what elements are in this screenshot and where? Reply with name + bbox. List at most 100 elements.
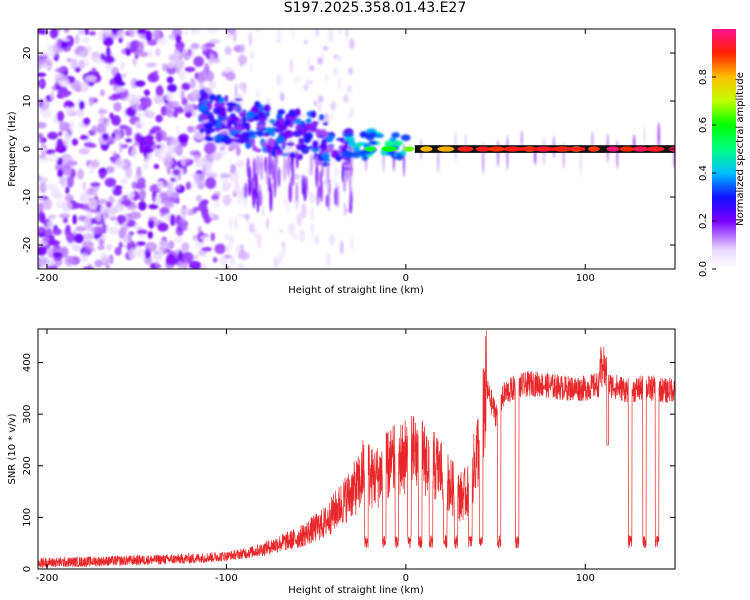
noise-blob bbox=[164, 201, 175, 209]
noise-blob bbox=[305, 77, 309, 92]
noise-blob bbox=[121, 223, 129, 232]
noise-blob bbox=[66, 57, 72, 63]
noise-blob bbox=[105, 62, 114, 71]
noise-blob bbox=[339, 240, 344, 255]
noise-blob bbox=[166, 83, 178, 93]
noise-blob bbox=[236, 159, 245, 168]
tone-blob bbox=[395, 153, 404, 161]
signal-streak bbox=[314, 155, 318, 168]
noise-blob bbox=[78, 59, 86, 69]
y-tick-label: 10 bbox=[22, 95, 33, 108]
noise-blob bbox=[280, 171, 283, 180]
noise-blob bbox=[211, 194, 220, 201]
signal-blob bbox=[327, 143, 334, 153]
noise-blob bbox=[279, 93, 285, 102]
noise-blob bbox=[49, 240, 60, 246]
noise-blob bbox=[120, 177, 128, 185]
tone-line-segment bbox=[475, 146, 491, 152]
noise-blob bbox=[230, 174, 233, 182]
y-tick-label: -10 bbox=[22, 189, 33, 205]
signal-streak bbox=[349, 191, 353, 206]
noise-blob bbox=[94, 259, 103, 268]
noise-blob bbox=[193, 174, 206, 186]
noise-blob bbox=[184, 66, 196, 73]
noise-blob bbox=[198, 84, 205, 90]
noise-blob bbox=[317, 94, 324, 103]
noise-blob bbox=[49, 153, 59, 163]
noise-blob bbox=[65, 186, 70, 195]
noise-blob bbox=[106, 46, 111, 58]
noise-blob bbox=[41, 212, 46, 225]
signal-streak bbox=[265, 163, 269, 185]
signal-blob bbox=[315, 128, 322, 138]
noise-blob bbox=[225, 71, 236, 81]
noise-blob bbox=[42, 236, 50, 243]
noise-blob bbox=[306, 190, 313, 196]
noise-blob bbox=[199, 235, 210, 241]
noise-blob bbox=[210, 232, 216, 242]
signal-blob bbox=[213, 135, 223, 139]
tone-streak bbox=[520, 130, 523, 148]
noise-blob bbox=[63, 29, 70, 34]
noise-blob bbox=[125, 138, 133, 143]
noise-blob bbox=[212, 257, 218, 263]
noise-blob bbox=[175, 196, 180, 205]
noise-blob bbox=[299, 228, 305, 243]
y-tick-label: 20 bbox=[22, 47, 33, 60]
noise-blob bbox=[165, 248, 171, 253]
tone-blob bbox=[391, 132, 400, 139]
noise-blob bbox=[43, 198, 53, 211]
noise-blob bbox=[204, 42, 216, 48]
signal-streak bbox=[256, 154, 260, 176]
noise-blob bbox=[167, 185, 175, 195]
noise-blob bbox=[153, 163, 160, 169]
noise-blob bbox=[289, 58, 294, 74]
noise-blob bbox=[81, 37, 90, 43]
signal-blob bbox=[318, 114, 325, 121]
noise-blob bbox=[64, 194, 74, 202]
tone-streak bbox=[657, 121, 660, 149]
noise-blob bbox=[103, 29, 112, 35]
noise-blob bbox=[189, 77, 196, 89]
noise-blob bbox=[332, 66, 339, 77]
tone-blob bbox=[384, 140, 393, 148]
signal-streak bbox=[341, 163, 345, 183]
noise-blob bbox=[116, 157, 121, 166]
noise-blob bbox=[38, 98, 44, 108]
signal-streak bbox=[269, 184, 273, 212]
signal-streak bbox=[336, 185, 340, 208]
noise-blob bbox=[38, 257, 50, 266]
noise-blob bbox=[248, 31, 253, 47]
noise-blob bbox=[113, 102, 122, 112]
noise-blob bbox=[148, 203, 159, 210]
noise-blob bbox=[186, 125, 194, 133]
signal-blob bbox=[220, 125, 230, 130]
noise-blob bbox=[174, 236, 184, 244]
noise-blob bbox=[250, 62, 253, 73]
noise-blob bbox=[136, 229, 148, 235]
tone-blob bbox=[374, 133, 384, 139]
noise-blob bbox=[328, 29, 334, 43]
signal-streak bbox=[316, 190, 320, 207]
noise-blob bbox=[188, 260, 201, 269]
signal-blob bbox=[265, 126, 274, 134]
noise-blob bbox=[273, 256, 279, 269]
noise-blob bbox=[104, 177, 117, 188]
noise-blob bbox=[47, 220, 54, 230]
noise-blob bbox=[134, 80, 146, 87]
noise-blob bbox=[237, 213, 246, 218]
signal-blob bbox=[198, 104, 209, 111]
noise-blob bbox=[154, 149, 161, 158]
noise-blob bbox=[145, 138, 154, 148]
noise-blob bbox=[125, 166, 133, 179]
noise-blob bbox=[105, 201, 112, 208]
noise-blob bbox=[209, 152, 222, 161]
noise-blob bbox=[154, 194, 162, 206]
noise-blob bbox=[309, 193, 315, 205]
noise-blob bbox=[157, 222, 169, 232]
noise-blob bbox=[44, 228, 53, 237]
noise-blob bbox=[72, 80, 81, 90]
noise-blob bbox=[309, 206, 315, 221]
x-tick-label: -200 bbox=[36, 273, 59, 284]
